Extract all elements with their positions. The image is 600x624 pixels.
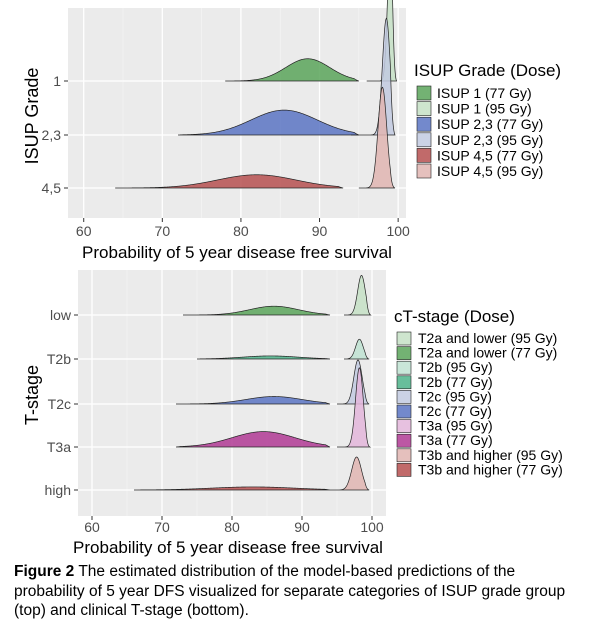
- legend-title: ISUP Grade (Dose): [414, 61, 561, 80]
- legend-label-t3a-95-gy: T3a (95 Gy): [418, 418, 493, 434]
- legend-key-isup-4-5-77-gy: [416, 148, 432, 163]
- ridge-t2b-77-gy: [196, 355, 331, 360]
- ridge-t3a-77-gy: [175, 431, 331, 448]
- legend-label-t2a-and-lower-95-gy: T2a and lower (95 Gy): [418, 330, 557, 346]
- ridge-t3a-95-gy: [337, 367, 372, 448]
- legend-key-t2c-95-gy: [396, 390, 412, 404]
- ridge-t2c-77-gy: [176, 396, 331, 405]
- legend-key-t2b-77-gy: [396, 375, 412, 390]
- ridge-t3b-and-higher-95-gy: [330, 456, 370, 491]
- figure-canvas: 1 2,3 4,5 60 70 80 90 100 Probability of 5 year …: [22, 0, 563, 557]
- legend-label-t2c-95-gy: T2c (95 Gy): [418, 388, 492, 404]
- y-tick-label-1: 1: [53, 73, 61, 89]
- y-tick-label-2-3: 2,3: [42, 127, 62, 143]
- legend-label-t2c-77-gy: T2c (77 Gy): [418, 403, 492, 419]
- x-tick-label-80: 80: [233, 223, 249, 239]
- legend-key-t2a-and-lower-95-gy: [396, 331, 412, 346]
- x-axis-title: Probability of 5 year disease free survi…: [73, 538, 383, 557]
- y-tick-label-low: low: [50, 307, 72, 323]
- legend-label-t2b-77-gy: T2b (77 Gy): [418, 374, 493, 390]
- legend-label-isup-4-5-95-gy: ISUP 4,5 (95 Gy): [437, 163, 543, 179]
- ridge-isup-4-5-95-gy: [358, 86, 396, 189]
- panel-isup-grade: 1 2,3 4,5 60 70 80 90 100 Probability of 5 year …: [22, 0, 561, 262]
- legend-label-t3b-and-higher-77-gy: T3b and higher (77 Gy): [418, 461, 563, 477]
- y-tick-label-t2b: T2b: [47, 351, 71, 367]
- panel-t-stage: low T2b T2c T3a high 60 70 80 90 100 Probability o…: [22, 270, 563, 557]
- legend-key-isup-1-77-gy: [416, 85, 432, 101]
- y-tick-label-high: high: [45, 482, 71, 498]
- x-tick-label-90: 90: [312, 223, 328, 239]
- legend-key-t2b-95-gy: [396, 360, 412, 375]
- x-tick-label-70: 70: [154, 519, 170, 535]
- legend-key-t3b-and-higher-95-gy: [396, 448, 412, 463]
- caption-label: Figure 2: [14, 563, 75, 580]
- y-axis-title: ISUP Grade: [22, 68, 42, 165]
- x-tick-label-100: 100: [386, 223, 410, 239]
- legend: cT-stage (Dose) T2a and lower (95 Gy)T2a …: [394, 307, 563, 477]
- legend-label-t3b-and-higher-95-gy: T3b and higher (95 Gy): [418, 447, 563, 463]
- y-tick-label-4-5: 4,5: [42, 180, 62, 196]
- y-axis-title: T-stage: [22, 365, 42, 425]
- x-tick-label-60: 60: [76, 223, 92, 239]
- legend-label-t2a-and-lower-77-gy: T2a and lower (77 Gy): [418, 345, 557, 361]
- ridge-isup-1-77-gy: [225, 58, 359, 82]
- x-tick-label-100: 100: [360, 519, 384, 535]
- legend-key-isup-1-95-gy: [416, 101, 432, 116]
- legend-key-t3a-95-gy: [396, 419, 412, 433]
- figure-caption: Figure 2 The estimated distribution of t…: [14, 562, 584, 621]
- legend-label-t3a-77-gy: T3a (77 Gy): [418, 432, 493, 448]
- legend-label-isup-1-77-gy: ISUP 1 (77 Gy): [437, 85, 532, 101]
- ridge-t2a-and-lower-95-gy: [344, 275, 372, 316]
- legend-title: cT-stage (Dose): [394, 307, 515, 326]
- legend-label-t2b-95-gy: T2b (95 Gy): [418, 359, 493, 375]
- ridge-t2a-and-lower-77-gy: [183, 305, 331, 316]
- ridge-t2b-95-gy: [344, 338, 370, 360]
- legend-label-isup-2-3-95-gy: ISUP 2,3 (95 Gy): [437, 132, 543, 148]
- legend-key-isup-2-3-77-gy: [416, 116, 432, 132]
- y-tick-label-t2c: T2c: [48, 396, 71, 412]
- ridge-isup-4-5-77-gy: [115, 174, 344, 189]
- x-axis-title: Probability of 5 year disease free survi…: [82, 243, 392, 262]
- x-tick-label-80: 80: [224, 519, 240, 535]
- legend-key-t2c-77-gy: [396, 404, 412, 419]
- legend-label-isup-2-3-77-gy: ISUP 2,3 (77 Gy): [437, 116, 543, 132]
- x-tick-label-90: 90: [294, 519, 310, 535]
- ridge-isup-2-3-77-gy: [178, 109, 359, 136]
- x-tick-label-70: 70: [155, 223, 171, 239]
- legend-label-isup-4-5-77-gy: ISUP 4,5 (77 Gy): [437, 147, 543, 163]
- caption-text: The estimated distribution of the model-…: [14, 563, 566, 619]
- y-tick-label-t3a: T3a: [47, 439, 71, 455]
- legend-key-t2a-and-lower-77-gy: [396, 346, 412, 360]
- legend-label-isup-1-95-gy: ISUP 1 (95 Gy): [437, 101, 532, 117]
- x-tick-label-60: 60: [84, 519, 100, 535]
- legend-key-t3b-and-higher-77-gy: [396, 463, 412, 477]
- legend-key-isup-4-5-95-gy: [416, 163, 432, 179]
- legend-key-isup-2-3-95-gy: [416, 132, 432, 148]
- legend: ISUP Grade (Dose) ISUP 1 (77 Gy)ISUP 1 (9…: [414, 61, 561, 179]
- ridge-t3b-and-higher-77-gy: [134, 486, 331, 491]
- legend-key-t3a-77-gy: [396, 433, 412, 448]
